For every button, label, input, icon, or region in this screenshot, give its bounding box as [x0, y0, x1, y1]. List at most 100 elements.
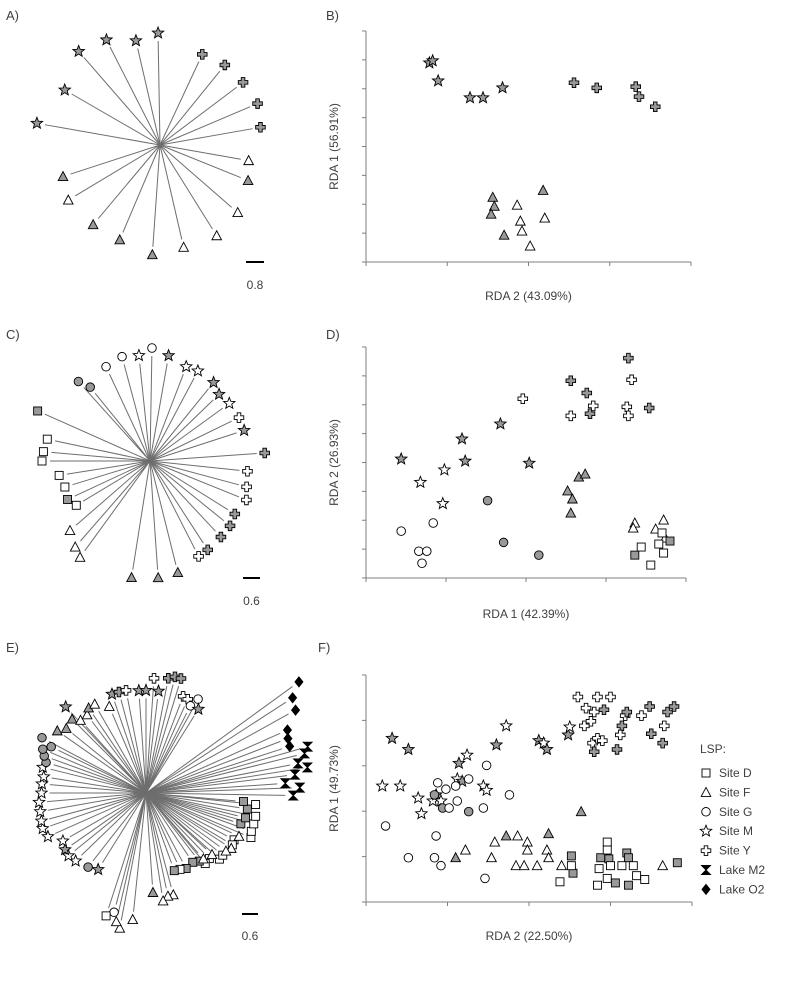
data-point-cross [623, 352, 634, 364]
data-point-circle [504, 790, 515, 800]
tree-leaf-square [251, 800, 261, 809]
tree-branch [157, 41, 161, 146]
tree-leaf-triangle [57, 170, 69, 181]
tree-leaf-square [241, 813, 251, 823]
data-point-cross [615, 729, 626, 741]
tree-leaf-hourglass [289, 769, 301, 780]
data-point-cross [646, 728, 657, 740]
tree-leaf-triangle [103, 700, 115, 711]
tree-branch [58, 749, 147, 794]
tree-leaf-star [35, 821, 50, 835]
tree-branch [83, 57, 161, 146]
tree-branch [145, 792, 207, 850]
data-point-star [536, 735, 551, 749]
data-point-square [628, 861, 638, 871]
panel-letter-c: C) [6, 327, 20, 342]
legend-item: Lake O2 [701, 882, 765, 896]
data-point-square [640, 875, 650, 884]
data-point-cross [565, 410, 577, 422]
data-points [422, 53, 661, 251]
tree-branch [149, 388, 209, 462]
tree-leaf-diamond [294, 676, 304, 688]
tree-leaf-circle [147, 343, 157, 353]
tree-branch [49, 784, 147, 794]
tree-leaf-star [58, 842, 72, 856]
data-point-square [657, 528, 667, 538]
data-point-cross [616, 720, 628, 732]
tree-leaf-star [32, 795, 46, 809]
tree-leaves [33, 343, 270, 583]
data-point-star [476, 90, 490, 104]
tree-leaf-triangle [87, 218, 99, 230]
panel-a-tree: A) 0.8 [6, 8, 266, 292]
data-point-star [499, 718, 514, 732]
tree-leaf-triangle [157, 894, 169, 906]
data-point-cross [668, 701, 680, 712]
data-point-cross [517, 393, 529, 404]
tree-branch [72, 733, 147, 794]
data-point-cross [657, 737, 668, 749]
legend-symbol-star [699, 823, 713, 838]
tree-leaf-star [212, 387, 226, 401]
data-point-cross [597, 735, 608, 746]
panel-b-scatter: B) RDA 2 (43.09%) RDA 1 (56.91%) [326, 8, 692, 303]
data-point-square [610, 878, 620, 888]
tree-leaf-star [57, 82, 72, 96]
tree-branch [145, 792, 244, 830]
panel-letter-a: A) [6, 8, 19, 23]
tree-leaf-star [58, 699, 73, 713]
axes [362, 346, 687, 582]
tree-leaf-circle [185, 701, 196, 711]
data-point-cross [587, 400, 599, 412]
tree-leaf-square [37, 456, 47, 466]
tree-branch [145, 792, 199, 854]
tree-leaf-square [249, 819, 259, 829]
tree-leaf-circle [109, 907, 119, 918]
tree-branch [50, 792, 147, 827]
tree-branch [74, 144, 161, 197]
tree-leaf-circle [85, 382, 95, 392]
tree-branch [145, 686, 293, 794]
tree-leaf-triangle [172, 566, 184, 578]
tree-branch [98, 710, 147, 794]
tree-leaf-triangle [127, 913, 139, 925]
tree-leaf-cross [242, 465, 253, 477]
tree-leaf-star [151, 25, 165, 39]
tree-branch [145, 754, 297, 794]
tree-leaf-triangle [211, 229, 223, 241]
tree-leaf-star [191, 363, 205, 377]
tree-branch [108, 792, 147, 909]
data-point-triangle [562, 484, 574, 496]
data-point-triangle [487, 191, 499, 202]
data-point-square [672, 858, 682, 868]
data-point-circle [436, 860, 446, 871]
tree-branch [74, 792, 147, 852]
data-point-circle [478, 803, 489, 813]
data-point-cross [565, 375, 577, 386]
tree-branch [120, 699, 147, 794]
data-point-cross [636, 710, 647, 721]
tree-branches [44, 41, 253, 247]
data-point-triangle [543, 827, 555, 839]
data-point-square [623, 880, 633, 890]
tree-branch [122, 144, 161, 233]
tree-branch [63, 735, 147, 794]
data-point-cross [623, 410, 634, 422]
tree-branch [145, 792, 238, 817]
data-point-circle [380, 821, 391, 831]
data-point-square [594, 864, 604, 874]
tree-leaf-triangle [225, 842, 237, 853]
tree-leaf-cross [193, 551, 204, 562]
tree-branch [51, 758, 147, 794]
tree-branch [50, 768, 147, 794]
tree-branch [149, 460, 196, 550]
tree-branch [145, 686, 168, 794]
data-point-star [413, 475, 428, 489]
tree-branch [149, 432, 237, 462]
tree-branch [145, 686, 154, 794]
tree-leaf-circle [117, 351, 127, 362]
tree-branch [145, 792, 247, 823]
data-point-cross [662, 706, 673, 718]
legend-item: Site D [701, 766, 752, 780]
